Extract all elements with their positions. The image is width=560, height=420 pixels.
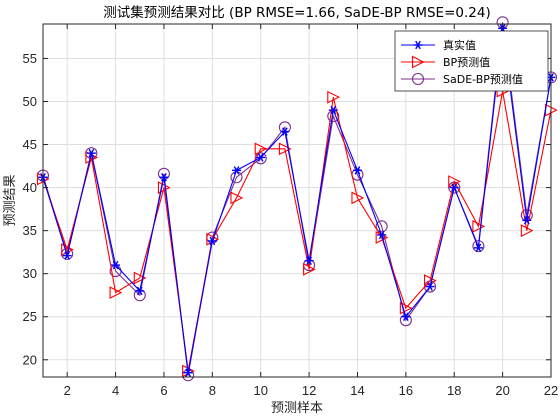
data-point [61, 243, 74, 256]
x-tick-label: 6 [160, 383, 167, 398]
x-tick-label: 2 [64, 383, 71, 398]
data-point [304, 256, 314, 266]
x-tick-label: 20 [495, 383, 509, 398]
data-point [423, 274, 437, 287]
data-point [133, 271, 147, 285]
asterisk-stroke [209, 236, 216, 246]
y-tick-label: 30 [23, 266, 37, 281]
x-tick-label: 4 [112, 383, 119, 398]
legend-marker [411, 55, 425, 69]
x-tick-label: 18 [447, 383, 461, 398]
data-point [256, 153, 266, 162]
asterisk-stroke [88, 148, 95, 158]
x-tick-label: 14 [350, 383, 364, 398]
asterisk-stroke [475, 243, 482, 253]
x-tick-label: 8 [209, 383, 216, 398]
data-point [449, 183, 459, 192]
x-tick-label: 10 [253, 383, 267, 398]
data-point [303, 262, 316, 276]
y-axis-label: 预测结果 [3, 174, 18, 226]
asterisk-stroke [185, 368, 191, 377]
data-point [280, 127, 290, 136]
data-point [472, 240, 485, 253]
asterisk-stroke [161, 173, 167, 182]
asterisk-stroke [64, 251, 71, 260]
data-point [352, 166, 362, 175]
asterisk-stroke [523, 216, 530, 225]
data-point [375, 220, 388, 233]
data-point [425, 282, 435, 291]
data-point [448, 175, 461, 188]
y-tick-label: 20 [23, 352, 37, 367]
asterisk-stroke [451, 183, 458, 192]
data-point [522, 216, 532, 225]
axes-box [42, 23, 552, 378]
data-point [111, 260, 121, 270]
legend-marker [411, 72, 425, 86]
legend-label: SaDE-BP预测值 [443, 73, 523, 86]
x-tick-label: 16 [399, 383, 413, 398]
data-point [157, 181, 171, 194]
asterisk-stroke [306, 256, 312, 266]
legend: 真实值 BP预测值 SaDE-BP预测值 [394, 30, 549, 92]
asterisk-stroke [257, 153, 264, 162]
legend-label: 真实值 [443, 38, 476, 52]
asterisk-stroke [354, 166, 361, 175]
y-tick-label: 45 [23, 137, 37, 152]
data-point [159, 173, 169, 182]
asterisk-stroke [415, 40, 421, 50]
asterisk-stroke [136, 286, 143, 296]
asterisk-stroke [403, 312, 409, 321]
data-point [401, 312, 411, 321]
data-point [377, 230, 387, 240]
chart-title: 测试集预测结果对比 (BP RMSE=1.66, SaDE-BP RMSE=0.… [103, 5, 490, 21]
y-tick-label: 35 [23, 223, 37, 238]
data-point [328, 105, 338, 115]
x-tick-label: 12 [302, 383, 316, 398]
data-point [399, 314, 412, 327]
data-point [207, 236, 217, 246]
asterisk-stroke [427, 282, 433, 291]
data-point [62, 251, 72, 260]
data-point [86, 148, 96, 158]
legend-marker [413, 40, 423, 50]
data-point [278, 142, 292, 156]
data-point [254, 152, 267, 165]
data-point [520, 224, 534, 238]
x-axis-label: 预测样本 [271, 401, 323, 416]
x-tick-label: 22 [544, 383, 558, 398]
tick-layer: 2 4 6 8 10 12 14 16 18 20 22 20 25 30 35 40 45 50 55 [23, 24, 558, 398]
data-point [230, 191, 244, 205]
legend-label: BP预测值 [443, 56, 490, 69]
data-point [232, 166, 242, 175]
data-point [473, 243, 483, 253]
asterisk-stroke [378, 230, 385, 240]
data-point [254, 142, 268, 156]
data-point [327, 90, 341, 104]
data-point [399, 301, 413, 315]
data-point [472, 219, 486, 233]
data-point [135, 286, 145, 296]
asterisk-stroke [112, 260, 119, 270]
asterisk-stroke [282, 127, 288, 136]
data-point [351, 191, 365, 205]
y-tick-label: 40 [23, 180, 37, 195]
y-tick-label: 25 [23, 309, 37, 324]
asterisk-stroke [233, 166, 240, 175]
series-line [42, 28, 552, 373]
data-point [109, 286, 123, 300]
asterisk-stroke [330, 105, 337, 115]
y-tick-label: 55 [23, 51, 37, 66]
series-line [42, 91, 552, 372]
data-point [183, 368, 193, 377]
y-tick-label: 50 [23, 94, 37, 109]
